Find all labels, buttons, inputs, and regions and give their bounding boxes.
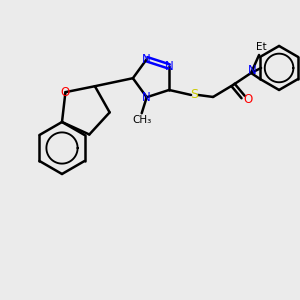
Text: S: S	[190, 88, 198, 101]
Text: N: N	[165, 60, 173, 73]
Text: N: N	[142, 91, 151, 104]
Text: CH₃: CH₃	[132, 115, 151, 125]
Text: N: N	[142, 53, 151, 66]
Text: O: O	[243, 94, 253, 106]
Text: Et: Et	[256, 42, 266, 52]
Text: N: N	[248, 64, 256, 77]
Text: O: O	[61, 86, 70, 99]
